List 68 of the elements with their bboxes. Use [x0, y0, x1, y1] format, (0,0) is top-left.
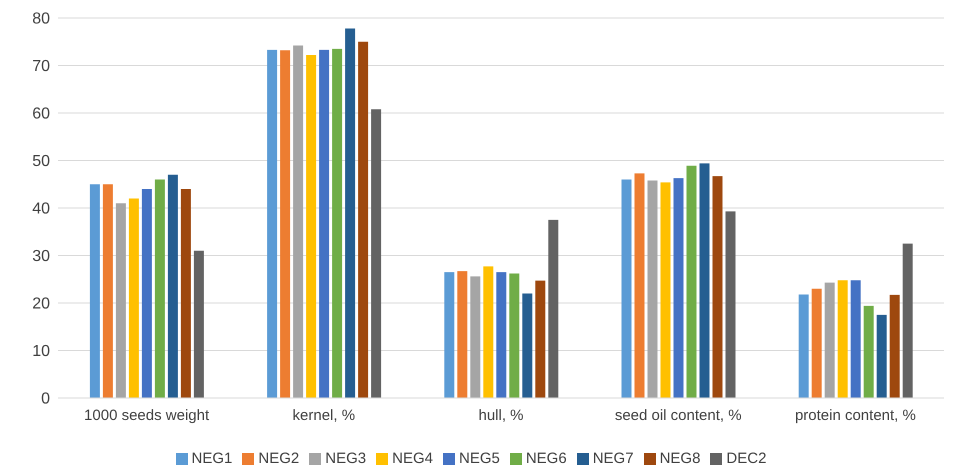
bar — [496, 272, 506, 398]
bar — [102, 184, 113, 398]
bar — [890, 294, 900, 398]
bar — [902, 244, 913, 398]
bar — [699, 163, 710, 398]
bar — [660, 182, 670, 398]
x-tick-label: seed oil content, % — [614, 407, 742, 424]
x-tick-label: 1000 seeds weight — [84, 407, 210, 424]
x-tick-label: kernel, % — [292, 407, 356, 424]
bar — [358, 42, 368, 398]
bar — [876, 314, 887, 398]
bar — [128, 198, 139, 398]
bar — [548, 220, 558, 398]
legend-label: NEG5 — [458, 450, 500, 467]
bar — [522, 294, 532, 398]
legend-label: NEG1 — [192, 450, 232, 467]
bar — [535, 280, 546, 398]
bar — [180, 189, 191, 398]
y-tick-label: 40 — [32, 200, 50, 218]
bar — [90, 184, 100, 398]
bar — [345, 28, 356, 398]
bar — [142, 189, 152, 398]
bar — [712, 176, 722, 398]
x-tick-label: hull, % — [478, 407, 524, 424]
bar — [293, 46, 304, 398]
legend-label: NEG8 — [660, 450, 700, 467]
bar — [371, 109, 382, 398]
bar — [444, 272, 454, 398]
bar — [850, 280, 861, 398]
y-tick-label: 70 — [32, 58, 50, 76]
y-tick-label: 0 — [41, 390, 50, 408]
legend-label: NEG4 — [392, 450, 433, 467]
bar — [864, 306, 874, 398]
bar — [647, 180, 658, 398]
bar — [686, 166, 696, 398]
legend-label: NEG3 — [325, 450, 366, 467]
y-tick-label: 10 — [32, 343, 50, 360]
bar — [470, 276, 480, 398]
bar — [319, 50, 330, 398]
bar — [824, 282, 835, 398]
bar — [280, 50, 290, 398]
bar — [483, 266, 494, 398]
x-tick-label: protein content, % — [794, 407, 916, 424]
legend-label: DEC2 — [726, 450, 766, 467]
bar — [725, 211, 736, 398]
bar — [838, 280, 848, 398]
y-tick-label: 30 — [32, 248, 50, 266]
bar — [306, 55, 316, 398]
bar — [332, 48, 342, 398]
bar — [812, 288, 822, 398]
bar — [634, 173, 644, 398]
y-tick-label: 50 — [32, 153, 50, 170]
y-tick-label: 20 — [32, 296, 50, 313]
bar — [168, 174, 178, 398]
bar — [194, 250, 204, 398]
bar — [267, 50, 278, 398]
bar — [673, 178, 684, 398]
legend-label: NEG2 — [258, 450, 300, 467]
legend-label: NEG7 — [592, 450, 634, 467]
bar — [798, 294, 809, 398]
bar — [621, 180, 632, 398]
y-tick-label: 60 — [32, 106, 50, 123]
bar — [457, 271, 468, 398]
legend-label: NEG6 — [526, 450, 567, 467]
y-tick-label: 80 — [32, 10, 50, 28]
bar — [116, 203, 126, 398]
bar — [154, 180, 165, 398]
bar — [509, 274, 520, 398]
